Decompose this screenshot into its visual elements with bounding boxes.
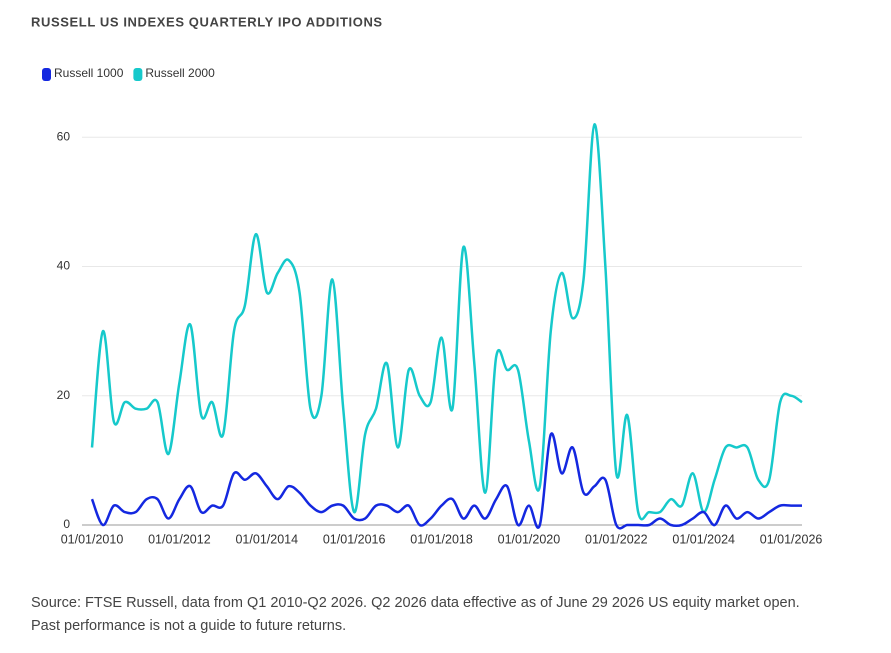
y-tick-label: 40 <box>57 259 71 273</box>
x-tick-label: 01/01/2014 <box>235 532 298 546</box>
y-tick-label: 20 <box>57 388 71 402</box>
x-tick-label: 01/01/2012 <box>148 532 211 546</box>
series-line <box>90 123 803 521</box>
x-tick-label: 01/01/2024 <box>672 532 735 546</box>
legend-label: Russell 1000 <box>54 66 124 80</box>
legend-swatch <box>42 68 51 81</box>
x-tick-label: 01/01/2020 <box>498 532 561 546</box>
chart: RUSSELL US INDEXES QUARTERLY IPO ADDITIO… <box>31 14 823 546</box>
x-tick-label: 01/01/2026 <box>760 532 823 546</box>
y-tick-label: 0 <box>63 517 70 531</box>
series-line <box>90 432 802 530</box>
legend-label: Russell 2000 <box>145 66 215 80</box>
chart-title: RUSSELL US INDEXES QUARTERLY IPO ADDITIO… <box>31 14 383 29</box>
legend-swatch <box>133 68 143 81</box>
x-tick-label: 01/01/2016 <box>323 532 386 546</box>
x-tick-label: 01/01/2022 <box>585 532 648 546</box>
source-note: Source: FTSE Russell, data from Q1 2010-… <box>31 595 800 634</box>
x-tick-label: 01/01/2010 <box>61 532 124 546</box>
y-tick-label: 60 <box>57 129 71 143</box>
x-tick-label: 01/01/2018 <box>410 532 473 546</box>
